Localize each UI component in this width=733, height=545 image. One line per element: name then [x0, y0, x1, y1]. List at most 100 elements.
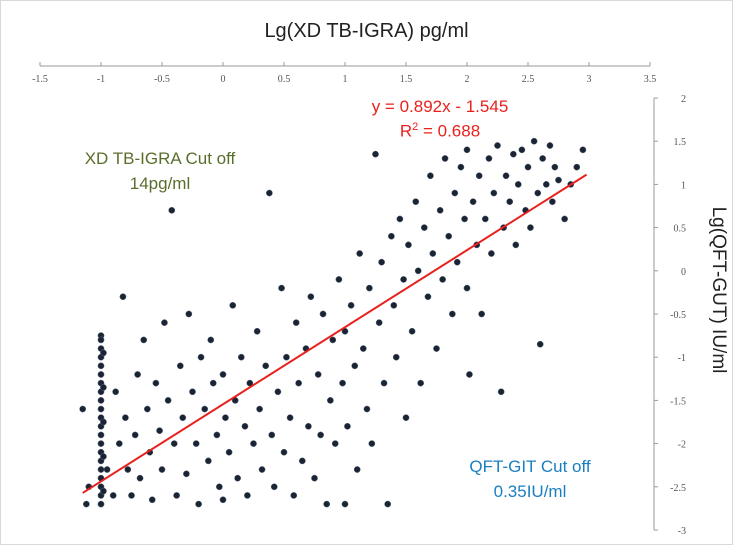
data-point — [225, 448, 233, 456]
data-point — [241, 422, 249, 430]
x-tick-label: -0.5 — [154, 74, 170, 85]
y-tick-label: -1 — [678, 353, 686, 364]
data-point — [412, 198, 420, 206]
qft-cutoff-annotation: QFT-GIT Cut off 0.35IU/ml — [445, 454, 615, 504]
data-point — [378, 258, 385, 266]
data-point — [335, 276, 343, 283]
data-point — [179, 414, 187, 422]
data-point — [359, 345, 367, 352]
data-point — [366, 284, 373, 292]
y-tick-label: 2 — [681, 94, 686, 105]
trendline — [82, 173, 588, 494]
data-point — [280, 448, 288, 456]
data-point — [317, 431, 324, 439]
data-point — [329, 336, 337, 344]
x-tick-label: 1 — [343, 74, 348, 85]
y-tick-label: -3 — [678, 526, 686, 537]
data-point — [546, 142, 554, 149]
data-point — [461, 215, 468, 223]
data-point — [100, 418, 107, 426]
r-squared: R2 = 0.688 — [360, 117, 520, 142]
data-point — [268, 431, 276, 439]
data-point — [341, 500, 349, 508]
data-point — [539, 155, 546, 162]
data-point — [237, 353, 245, 361]
data-point — [384, 500, 392, 508]
data-point — [514, 181, 522, 188]
data-point — [100, 453, 107, 460]
data-point — [534, 189, 542, 197]
data-point — [170, 440, 178, 447]
data-point — [270, 483, 278, 491]
data-point — [414, 267, 422, 275]
data-point — [441, 155, 449, 162]
igra-cutoff-line2: 14pg/ml — [129, 174, 191, 193]
data-point — [244, 492, 251, 499]
data-point — [305, 422, 312, 430]
qft-cutoff-line1: QFT-GIT Cut off — [469, 457, 591, 476]
data-point — [131, 431, 139, 439]
data-point — [420, 224, 428, 231]
data-point — [453, 258, 461, 266]
data-point — [97, 362, 105, 370]
data-point — [400, 276, 407, 283]
data-point — [510, 150, 517, 158]
x-tick-label: 1.5 — [400, 74, 413, 85]
data-point — [478, 310, 485, 318]
data-point — [283, 353, 290, 361]
data-point — [530, 137, 538, 145]
data-point — [215, 483, 223, 491]
data-point — [156, 427, 163, 434]
y-tick-label: -1.5 — [670, 396, 686, 407]
data-point — [219, 496, 227, 504]
data-point — [286, 414, 294, 422]
x-tick-label: 2 — [465, 74, 470, 85]
data-point — [396, 215, 404, 223]
data-point — [427, 172, 434, 180]
r-squared-sup: 2 — [412, 121, 419, 133]
data-point — [213, 431, 221, 439]
data-point — [388, 232, 395, 240]
data-point — [536, 340, 544, 348]
data-point — [372, 150, 379, 158]
data-point — [140, 336, 148, 344]
data-point — [97, 500, 105, 508]
data-point — [189, 388, 196, 396]
igra-cutoff-annotation: XD TB-IGRA Cut off 14pg/ml — [65, 146, 255, 196]
data-point — [344, 422, 351, 430]
x-tick-label: -1 — [97, 74, 105, 85]
data-point — [262, 362, 270, 370]
y-tick-label: 0.5 — [674, 224, 687, 235]
data-point — [97, 371, 105, 378]
data-point — [331, 440, 339, 447]
x-tick-label: 2.5 — [522, 74, 535, 85]
data-point — [128, 492, 135, 499]
data-point — [339, 379, 346, 387]
data-point — [512, 241, 520, 249]
data-point — [424, 293, 432, 301]
data-point — [451, 189, 459, 197]
r-squared-value: = 0.688 — [418, 121, 481, 141]
data-point — [97, 431, 105, 439]
data-point — [485, 155, 493, 162]
data-point — [152, 379, 160, 387]
data-point — [390, 302, 398, 309]
data-point — [109, 492, 117, 499]
data-point — [463, 284, 471, 292]
data-point — [292, 319, 300, 326]
data-point — [449, 310, 456, 318]
data-point — [229, 302, 237, 309]
regression-annotation: y = 0.892x - 1.545 R2 = 0.688 — [360, 97, 520, 142]
data-point — [363, 405, 371, 413]
data-point — [266, 189, 273, 197]
data-point — [122, 414, 129, 422]
data-point — [433, 345, 440, 352]
data-point — [311, 474, 318, 482]
data-point — [195, 500, 202, 508]
data-point — [201, 405, 209, 413]
y-tick-label: -2 — [678, 440, 686, 451]
x-tick-label: 0.5 — [278, 74, 291, 85]
data-point — [100, 384, 107, 391]
data-point — [207, 336, 215, 344]
data-point — [445, 232, 453, 240]
